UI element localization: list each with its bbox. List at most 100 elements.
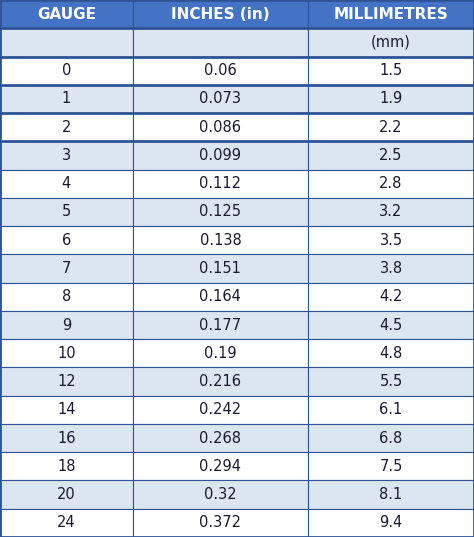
- Text: 18: 18: [57, 459, 76, 474]
- Bar: [133, 282, 308, 311]
- Text: 2: 2: [62, 120, 71, 135]
- Bar: [133, 255, 308, 282]
- Text: (mm): (mm): [371, 35, 411, 50]
- Bar: [133, 56, 308, 85]
- Bar: [133, 170, 308, 198]
- Bar: [308, 255, 474, 282]
- Bar: [133, 481, 308, 509]
- Text: 20: 20: [57, 487, 76, 502]
- Bar: [0, 85, 133, 113]
- Bar: [0, 56, 133, 85]
- Text: 10: 10: [57, 346, 76, 361]
- Text: 0.151: 0.151: [200, 261, 241, 276]
- Text: 0.268: 0.268: [200, 431, 241, 446]
- Text: 0.294: 0.294: [200, 459, 241, 474]
- Bar: [308, 170, 474, 198]
- Text: 1: 1: [62, 91, 71, 106]
- Text: 3.5: 3.5: [380, 233, 402, 248]
- Bar: [133, 367, 308, 396]
- Text: 3: 3: [62, 148, 71, 163]
- Bar: [308, 113, 474, 141]
- Text: 4.8: 4.8: [379, 346, 403, 361]
- Text: 6.1: 6.1: [379, 402, 403, 417]
- Text: 0.099: 0.099: [200, 148, 241, 163]
- Text: 0.073: 0.073: [200, 91, 241, 106]
- Bar: [308, 198, 474, 226]
- Text: 5: 5: [62, 205, 71, 220]
- Text: 0.164: 0.164: [200, 289, 241, 304]
- Bar: [0, 141, 133, 170]
- Text: 8.1: 8.1: [379, 487, 403, 502]
- Bar: [308, 424, 474, 452]
- Text: 14: 14: [57, 402, 76, 417]
- Bar: [133, 0, 308, 28]
- Text: 0.32: 0.32: [204, 487, 237, 502]
- Bar: [0, 198, 133, 226]
- Bar: [133, 311, 308, 339]
- Text: 0: 0: [62, 63, 71, 78]
- Text: 2.2: 2.2: [379, 120, 403, 135]
- Bar: [133, 198, 308, 226]
- Bar: [308, 396, 474, 424]
- Bar: [308, 226, 474, 255]
- Bar: [0, 396, 133, 424]
- Text: 0.216: 0.216: [200, 374, 241, 389]
- Bar: [0, 509, 133, 537]
- Bar: [0, 255, 133, 282]
- Text: 0.112: 0.112: [200, 176, 241, 191]
- Bar: [308, 367, 474, 396]
- Bar: [0, 339, 133, 367]
- Bar: [0, 311, 133, 339]
- Bar: [0, 0, 133, 28]
- Text: 9.4: 9.4: [379, 516, 403, 531]
- Bar: [308, 452, 474, 481]
- Bar: [133, 141, 308, 170]
- Bar: [0, 282, 133, 311]
- Bar: [133, 85, 308, 113]
- Bar: [308, 311, 474, 339]
- Bar: [308, 56, 474, 85]
- Text: INCHES (in): INCHES (in): [171, 6, 270, 21]
- Text: 7: 7: [62, 261, 71, 276]
- Bar: [133, 226, 308, 255]
- Bar: [0, 481, 133, 509]
- Bar: [133, 396, 308, 424]
- Bar: [0, 28, 133, 56]
- Text: 0.177: 0.177: [200, 317, 241, 332]
- Bar: [133, 28, 308, 56]
- Text: 3.8: 3.8: [380, 261, 402, 276]
- Text: 0.138: 0.138: [200, 233, 241, 248]
- Text: 4.2: 4.2: [379, 289, 403, 304]
- Bar: [133, 424, 308, 452]
- Bar: [0, 367, 133, 396]
- Text: 9: 9: [62, 317, 71, 332]
- Text: GAUGE: GAUGE: [37, 6, 96, 21]
- Text: MILLIMETRES: MILLIMETRES: [334, 6, 448, 21]
- Text: 0.125: 0.125: [200, 205, 241, 220]
- Bar: [0, 452, 133, 481]
- Text: 12: 12: [57, 374, 76, 389]
- Text: 3.2: 3.2: [379, 205, 403, 220]
- Bar: [0, 226, 133, 255]
- Bar: [133, 509, 308, 537]
- Text: 0.242: 0.242: [200, 402, 241, 417]
- Text: 6.8: 6.8: [379, 431, 403, 446]
- Text: 1.9: 1.9: [379, 91, 403, 106]
- Text: 24: 24: [57, 516, 76, 531]
- Bar: [308, 0, 474, 28]
- Text: 5.5: 5.5: [379, 374, 403, 389]
- Text: 4.5: 4.5: [379, 317, 403, 332]
- Bar: [308, 282, 474, 311]
- Bar: [308, 85, 474, 113]
- Text: 4: 4: [62, 176, 71, 191]
- Bar: [133, 452, 308, 481]
- Text: 16: 16: [57, 431, 76, 446]
- Bar: [0, 424, 133, 452]
- Text: 6: 6: [62, 233, 71, 248]
- Bar: [308, 141, 474, 170]
- Text: 0.06: 0.06: [204, 63, 237, 78]
- Text: 0.372: 0.372: [200, 516, 241, 531]
- Text: 0.19: 0.19: [204, 346, 237, 361]
- Text: 1.5: 1.5: [379, 63, 403, 78]
- Text: 7.5: 7.5: [379, 459, 403, 474]
